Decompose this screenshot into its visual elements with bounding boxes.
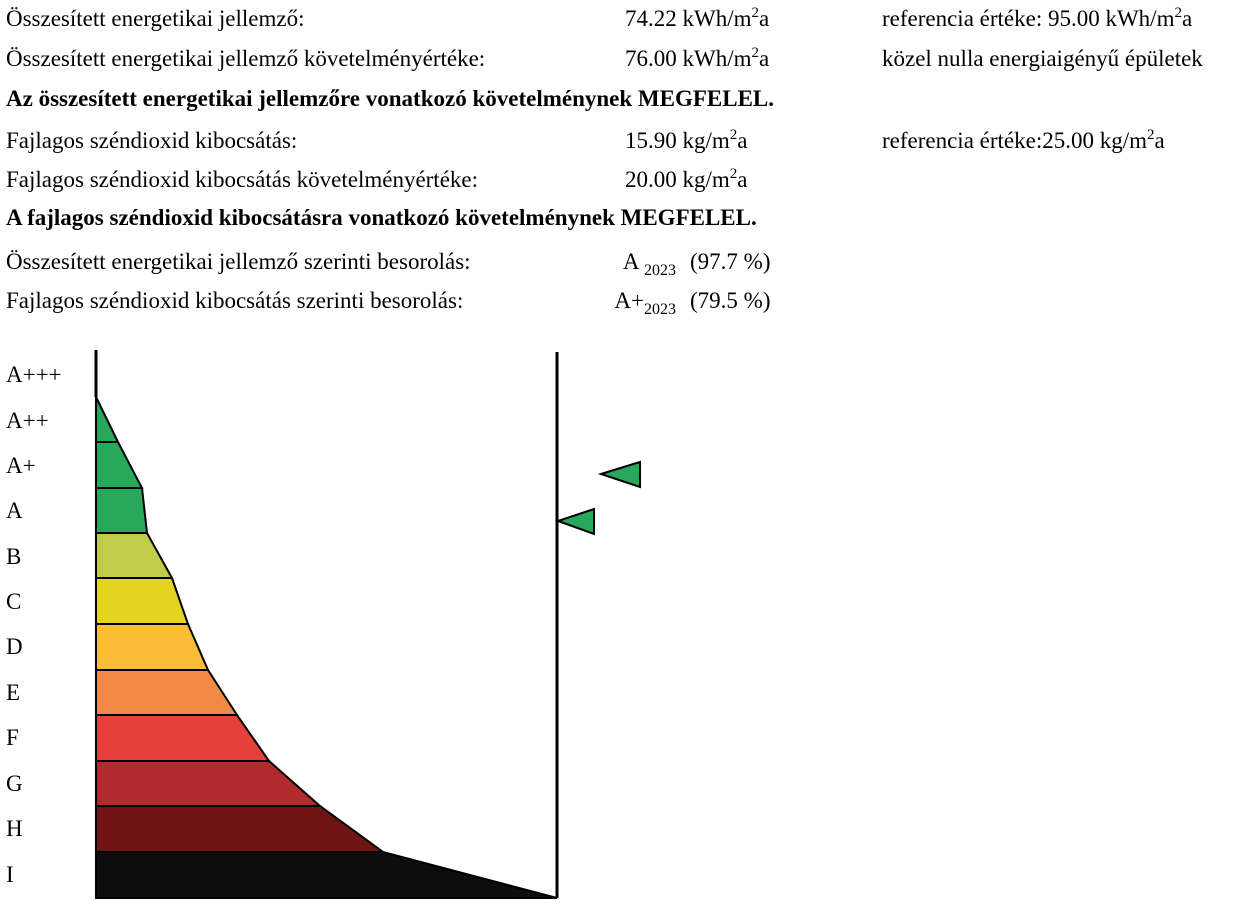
- co2-reference-value: referencia értéke:25.00 kg/m2a: [882, 127, 1165, 154]
- class-bands: [95, 396, 558, 899]
- energy-class-marker: [554, 507, 595, 536]
- energy-reference-value: referencia értéke: 95.00 kWh/m2a: [882, 5, 1193, 32]
- class-band-8: [95, 714, 271, 762]
- class-label-5: C: [6, 589, 22, 614]
- energy-characteristic-label: Összesített energetikai jellemző:: [6, 6, 305, 31]
- class-label-0: A+++: [6, 362, 62, 387]
- class-band-4: [95, 532, 174, 579]
- co2-emission-value: 15.90 kg/m2a: [625, 127, 748, 154]
- energy-compliance-statement: Az összesített energetikai jellemzőre vo…: [6, 86, 775, 111]
- class-band-7: [95, 669, 239, 716]
- energy-characteristic-value: 74.22 kWh/m2a: [625, 5, 770, 32]
- energy-classification-label: Összesített energetikai jellemző szerint…: [6, 249, 471, 274]
- co2-requirement-label: Fajlagos széndioxid kibocsátás követelmé…: [6, 167, 479, 192]
- class-band-2: [95, 441, 144, 489]
- co2-classification-label: Fajlagos széndioxid kibocsátás szerinti …: [6, 288, 464, 313]
- energy-classification-row: Összesített energetikai jellemző szerint…: [6, 248, 770, 279]
- co2-requirement-value: 20.00 kg/m2a: [625, 166, 748, 193]
- class-band-11: [95, 851, 558, 899]
- class-label-9: G: [6, 771, 23, 796]
- class-label-11: I: [6, 862, 14, 887]
- energy-class: A 2023: [622, 249, 676, 279]
- class-label-1: A++: [6, 408, 49, 433]
- class-label-3: A: [6, 498, 23, 523]
- energy-requirement-value: 76.00 kWh/m2a: [625, 45, 770, 72]
- class-band-9: [95, 760, 323, 807]
- class-band-3: [95, 487, 149, 534]
- co2-class-marker: [597, 460, 641, 489]
- energy-requirement-label: Összesített energetikai jellemző követel…: [6, 46, 486, 71]
- energy-characteristic-row: Összesített energetikai jellemző: 74.22 …: [6, 5, 1192, 33]
- co2-class-percent: (79.5 %): [690, 288, 771, 313]
- class-label-2: A+: [6, 453, 36, 478]
- energy-requirement-row: Összesített energetikai jellemző követel…: [6, 45, 1203, 73]
- class-band-1: [95, 396, 120, 443]
- co2-classification-row: Fajlagos széndioxid kibocsátás szerinti …: [6, 287, 770, 318]
- class-label-4: B: [6, 544, 22, 569]
- energy-class-percent: (97.7 %): [690, 249, 771, 274]
- class-label-8: F: [6, 725, 19, 750]
- class-band-10: [95, 805, 387, 853]
- co2-emission-row: Fajlagos széndioxid kibocsátás: 15.90 kg…: [6, 127, 1165, 155]
- class-label-7: E: [6, 680, 21, 705]
- co2-class: A+2023: [614, 288, 676, 318]
- co2-compliance-statement: A fajlagos széndioxid kibocsátásra vonat…: [6, 205, 757, 230]
- class-band-5: [95, 577, 190, 625]
- nzeb-note: közel nulla energiaigényű épületek: [882, 46, 1203, 71]
- co2-requirement-row: Fajlagos széndioxid kibocsátás követelmé…: [6, 166, 748, 194]
- class-band-6: [95, 623, 210, 671]
- co2-emission-label: Fajlagos széndioxid kibocsátás:: [6, 128, 298, 153]
- class-label-10: H: [6, 816, 23, 841]
- class-label-6: D: [6, 634, 23, 659]
